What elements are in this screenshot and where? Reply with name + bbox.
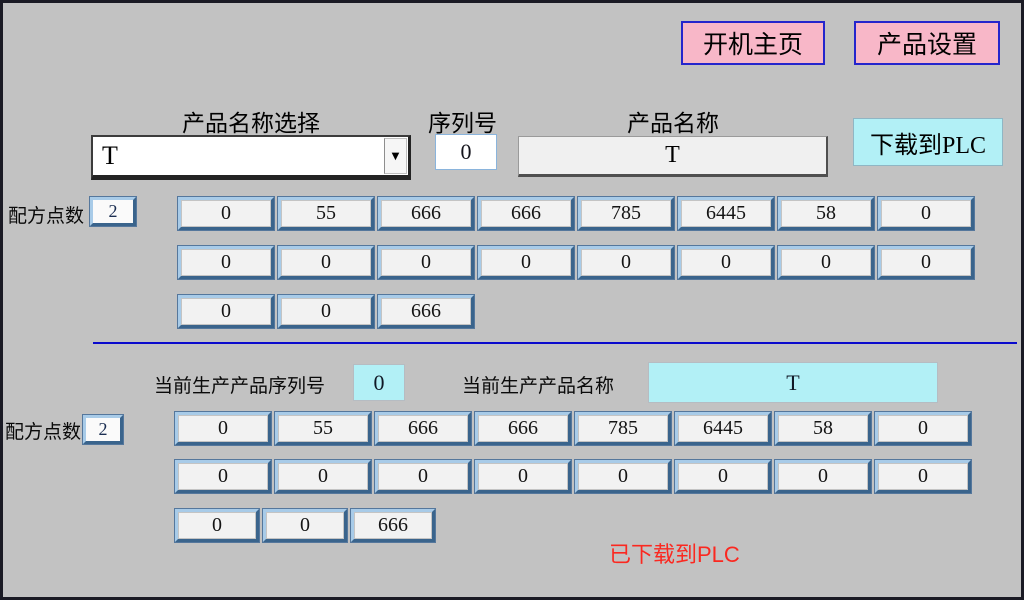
recipe-points-label: 配方点数 bbox=[8, 206, 85, 227]
recipe-value-cell[interactable]: 0 bbox=[377, 245, 475, 280]
current-value-cell: 0 bbox=[262, 508, 348, 543]
recipe-value-cell[interactable]: 666 bbox=[477, 196, 575, 231]
recipe-value-cell[interactable]: 0 bbox=[277, 294, 375, 329]
recipe-value-cell[interactable]: 0 bbox=[177, 245, 275, 280]
serial-number-label: 序列号 bbox=[428, 111, 497, 136]
recipe-value-cell[interactable]: 0 bbox=[577, 245, 675, 280]
current-value-cell: 0 bbox=[374, 459, 472, 494]
product-name-field[interactable]: T bbox=[518, 136, 828, 177]
current-value-cell: 0 bbox=[274, 459, 372, 494]
plc-download-status: 已下载到PLC bbox=[609, 542, 740, 567]
recipe-value-cell[interactable]: 666 bbox=[377, 196, 475, 231]
serial-number-field[interactable]: 0 bbox=[435, 134, 497, 170]
home-page-button[interactable]: 开机主页 bbox=[681, 21, 825, 65]
recipe-value-cell[interactable]: 0 bbox=[177, 294, 275, 329]
current-value-cell: 666 bbox=[350, 508, 436, 543]
current-value-cell: 785 bbox=[574, 411, 672, 446]
recipe-value-cell[interactable]: 0 bbox=[277, 245, 375, 280]
recipe-value-cell[interactable]: 0 bbox=[877, 196, 975, 231]
current-value-cell: 0 bbox=[674, 459, 772, 494]
recipe-value-cell[interactable]: 0 bbox=[477, 245, 575, 280]
recipe-row: 0 0 666 bbox=[177, 294, 475, 329]
current-value-cell: 0 bbox=[774, 459, 872, 494]
current-value-cell: 0 bbox=[874, 459, 972, 494]
recipe-row: 0 55 666 666 785 6445 58 0 bbox=[174, 411, 972, 446]
current-recipe-points-field: 2 bbox=[82, 414, 124, 445]
current-value-cell: 0 bbox=[574, 459, 672, 494]
recipe-row: 0 0 0 0 0 0 0 0 bbox=[174, 459, 972, 494]
current-value-cell: 666 bbox=[474, 411, 572, 446]
recipe-value-cell[interactable]: 666 bbox=[377, 294, 475, 329]
current-value-cell: 0 bbox=[874, 411, 972, 446]
product-name-label: 产品名称 bbox=[627, 111, 719, 136]
current-value-cell: 58 bbox=[774, 411, 872, 446]
product-name-select-value: T bbox=[102, 141, 118, 170]
recipe-value-cell[interactable]: 0 bbox=[177, 196, 275, 231]
section-divider bbox=[93, 342, 1017, 344]
current-name-label: 当前生产产品名称 bbox=[462, 376, 615, 397]
recipe-value-cell[interactable]: 58 bbox=[777, 196, 875, 231]
recipe-row: 0 0 0 0 0 0 0 0 bbox=[177, 245, 975, 280]
recipe-value-cell[interactable]: 55 bbox=[277, 196, 375, 231]
recipe-value-cell[interactable]: 0 bbox=[677, 245, 775, 280]
recipe-value-cell[interactable]: 0 bbox=[777, 245, 875, 280]
current-serial-label: 当前生产产品序列号 bbox=[154, 376, 326, 397]
recipe-value-cell[interactable]: 785 bbox=[577, 196, 675, 231]
combo-dropdown-button[interactable]: ▼ bbox=[384, 138, 407, 174]
download-to-plc-button[interactable]: 下载到PLC bbox=[853, 118, 1003, 166]
recipe-row: 0 55 666 666 785 6445 58 0 bbox=[177, 196, 975, 231]
current-value-cell: 55 bbox=[274, 411, 372, 446]
product-select-label: 产品名称选择 bbox=[182, 111, 320, 136]
current-recipe-points-label: 配方点数 bbox=[5, 422, 82, 443]
current-value-cell: 0 bbox=[174, 459, 272, 494]
product-settings-button[interactable]: 产品设置 bbox=[854, 21, 1000, 65]
current-name-field: T bbox=[648, 362, 938, 403]
current-serial-field: 0 bbox=[353, 364, 405, 401]
current-value-cell: 6445 bbox=[674, 411, 772, 446]
current-value-cell: 0 bbox=[474, 459, 572, 494]
recipe-row: 0 0 666 bbox=[174, 508, 436, 543]
recipe-points-field[interactable]: 2 bbox=[89, 196, 137, 227]
current-value-cell: 666 bbox=[374, 411, 472, 446]
current-value-cell: 0 bbox=[174, 508, 260, 543]
recipe-value-cell[interactable]: 6445 bbox=[677, 196, 775, 231]
recipe-value-cell[interactable]: 0 bbox=[877, 245, 975, 280]
product-name-select[interactable]: T ▼ bbox=[91, 135, 411, 180]
current-value-cell: 0 bbox=[174, 411, 272, 446]
chevron-down-icon: ▼ bbox=[391, 150, 400, 162]
